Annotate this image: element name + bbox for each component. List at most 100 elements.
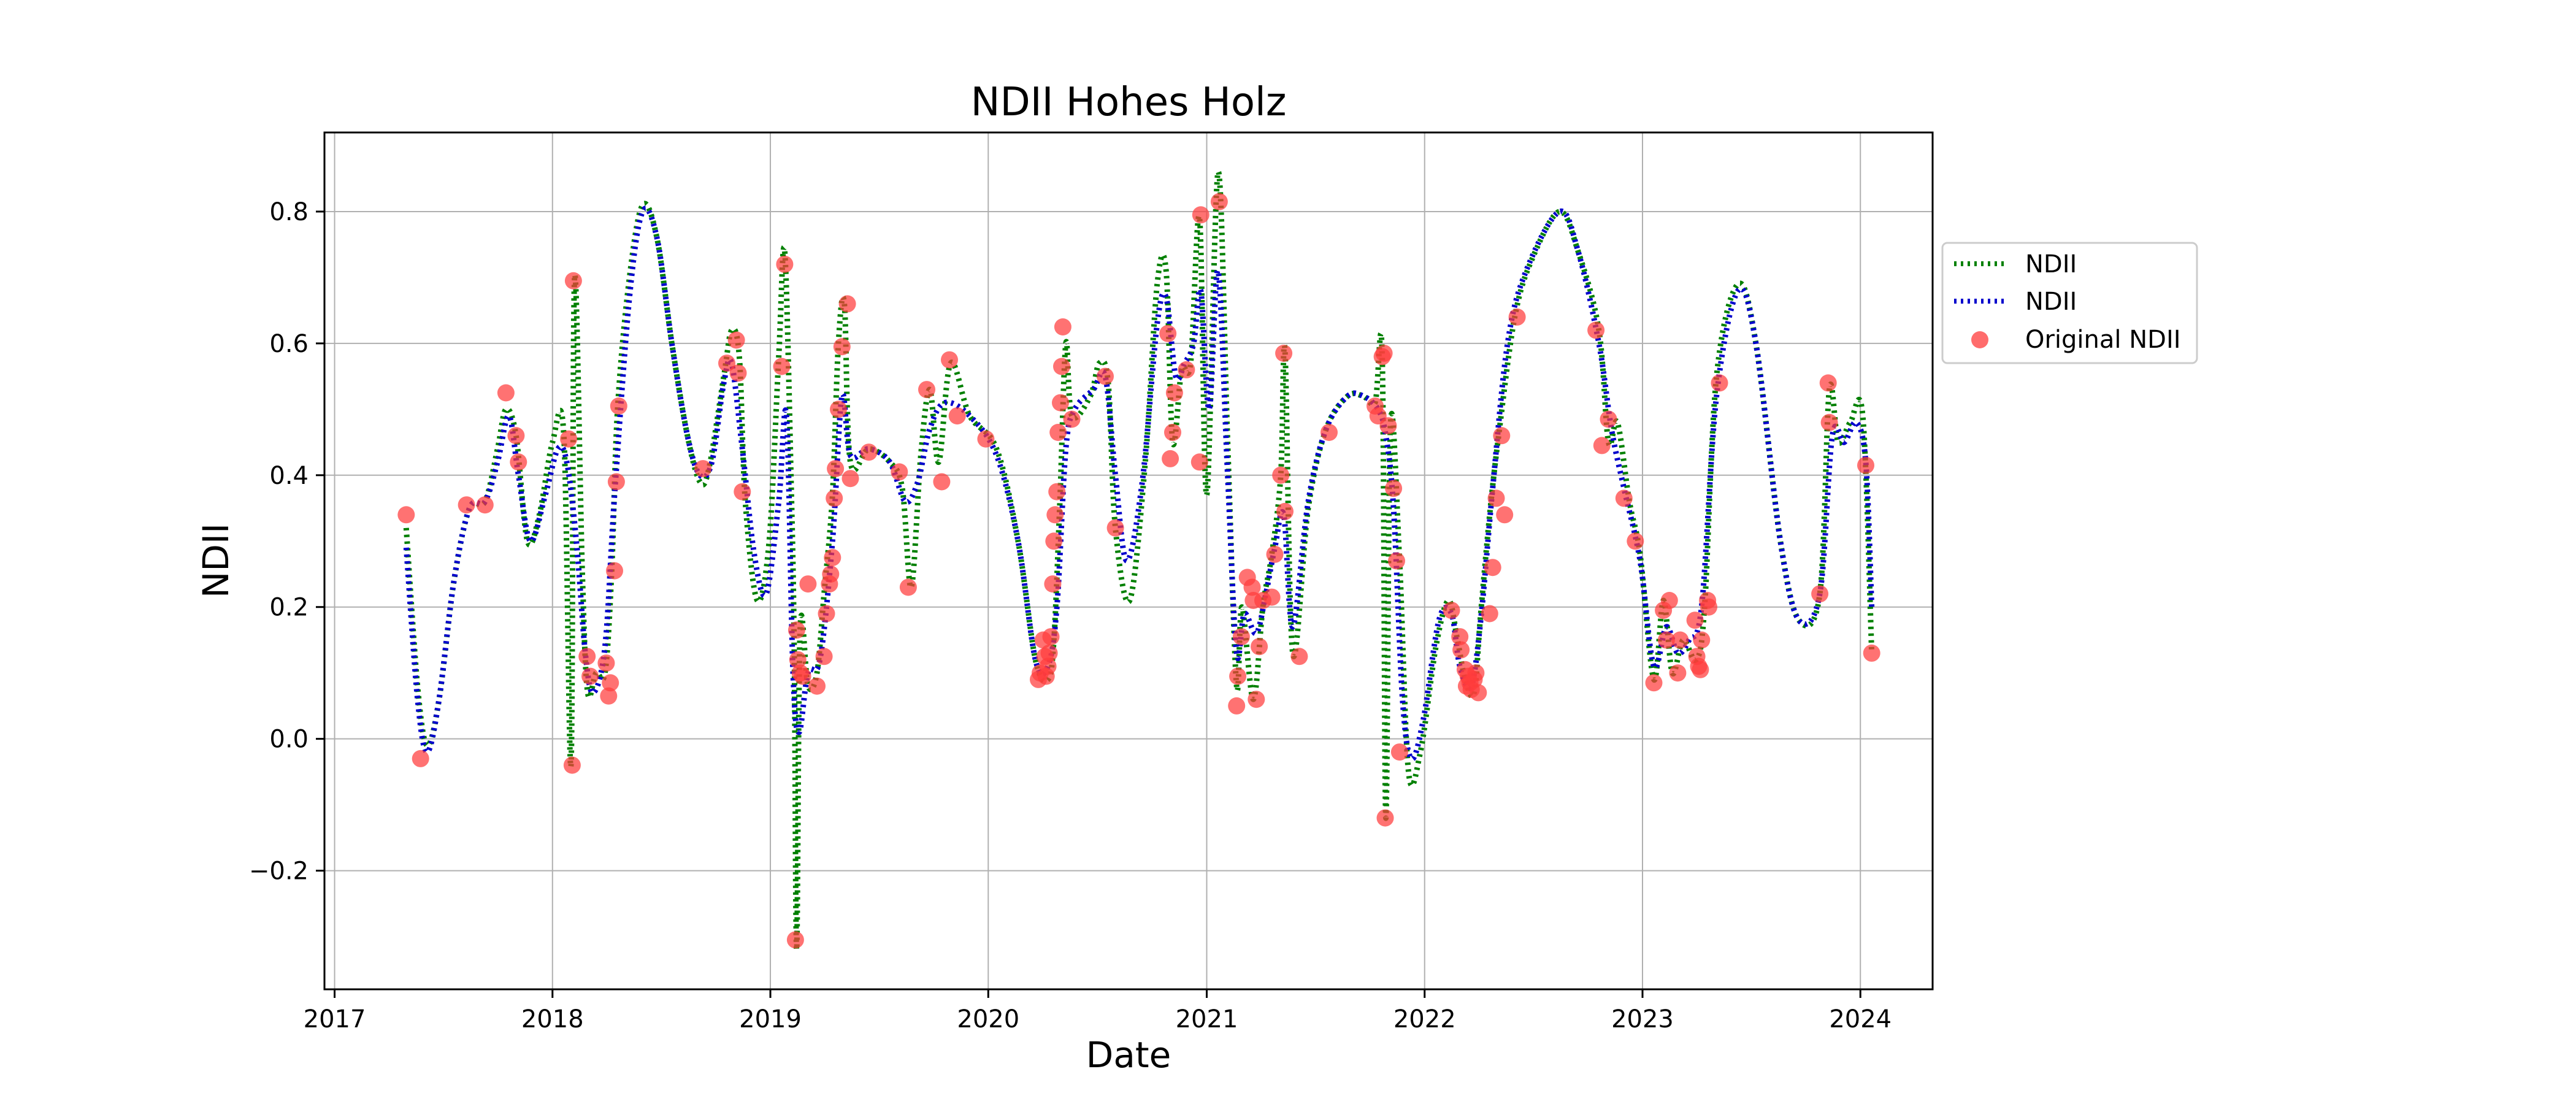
original-ndii-point xyxy=(718,355,735,372)
original-ndii-point xyxy=(948,407,966,425)
x-axis-label: Date xyxy=(1086,1034,1171,1076)
original-ndii-point xyxy=(1321,424,1338,441)
original-ndii-point xyxy=(1097,367,1114,385)
legend: NDII NDII Original NDII xyxy=(1941,242,2198,364)
original-ndii-point xyxy=(1657,631,1675,649)
original-ndii-point xyxy=(510,453,527,471)
legend-frame xyxy=(1941,242,2198,364)
original-ndii-point xyxy=(1052,394,1069,412)
original-ndii-point xyxy=(918,381,935,399)
original-ndii-point xyxy=(788,621,805,639)
original-ndii-point xyxy=(1493,427,1511,445)
chart-title: NDII Hohes Holz xyxy=(971,80,1287,125)
y-axis-label: NDII xyxy=(195,523,237,598)
original-ndii-point xyxy=(1615,489,1633,507)
x-tick-label: 2021 xyxy=(1176,1005,1238,1033)
original-ndii-point xyxy=(1692,661,1709,678)
original-ndii-point xyxy=(977,430,995,448)
original-ndii-point xyxy=(1042,628,1060,646)
original-ndii-point xyxy=(1106,519,1124,537)
y-tick-label: 0.4 xyxy=(269,462,309,490)
original-ndii-point xyxy=(1276,502,1294,520)
original-ndii-point xyxy=(1470,684,1487,702)
original-ndii-point xyxy=(818,605,835,623)
original-ndii-point xyxy=(1671,631,1689,649)
original-ndii-point xyxy=(1693,631,1711,649)
original-ndii-point xyxy=(1660,592,1678,609)
original-ndii-point xyxy=(560,430,578,448)
x-tick-label: 2019 xyxy=(739,1005,802,1033)
original-ndii-point xyxy=(1251,638,1268,656)
original-ndii-point xyxy=(794,667,811,685)
original-ndii-point xyxy=(891,463,908,481)
original-ndii-point xyxy=(1063,410,1081,428)
original-ndii-point xyxy=(610,397,627,415)
x-tick-label: 2024 xyxy=(1829,1005,1892,1033)
x-tick-label: 2023 xyxy=(1611,1005,1674,1033)
original-ndii-point xyxy=(476,496,494,514)
original-ndii-point xyxy=(1040,644,1058,662)
x-tick-label: 2022 xyxy=(1393,1005,1456,1033)
original-ndii-point xyxy=(497,384,515,402)
original-ndii-point xyxy=(1162,450,1179,467)
y-tick-label: 0.8 xyxy=(269,198,309,226)
original-ndii-point xyxy=(1443,602,1460,619)
original-ndii-point xyxy=(833,338,851,356)
x-axis-ticks: 2017 2018 2019 2020 2021 2022 2023 2024 xyxy=(304,989,1892,1033)
original-ndii-point xyxy=(824,549,841,567)
original-ndii-point xyxy=(1210,193,1228,210)
original-ndii-point xyxy=(786,931,804,949)
original-ndii-point xyxy=(1627,532,1644,550)
original-ndii-point xyxy=(1248,691,1265,708)
original-ndii-point xyxy=(826,489,843,507)
original-ndii-point xyxy=(1379,417,1397,435)
original-ndii-point xyxy=(773,358,791,375)
original-ndii-point xyxy=(827,460,845,478)
original-ndii-point xyxy=(727,331,745,349)
original-ndii-point xyxy=(578,648,596,665)
original-ndii-point xyxy=(1266,545,1284,563)
original-ndii-point xyxy=(941,351,958,369)
original-ndii-point xyxy=(830,401,847,418)
original-ndii-point xyxy=(694,460,712,478)
y-tick-label: 0.0 xyxy=(269,726,309,754)
original-ndii-point xyxy=(1390,743,1408,761)
original-ndii-point xyxy=(1048,483,1066,500)
original-ndii-point xyxy=(899,578,917,596)
original-ndii-point xyxy=(1452,641,1470,659)
original-ndii-point xyxy=(1290,648,1308,665)
original-ndii-point xyxy=(1508,308,1526,326)
original-ndii-point xyxy=(1045,532,1063,550)
legend-label-ndii-1: NDII xyxy=(2025,250,2077,278)
original-ndii-point xyxy=(412,749,429,767)
original-ndii-point xyxy=(1375,345,1393,362)
original-ndii-point xyxy=(1487,489,1505,507)
original-ndii-point xyxy=(1228,697,1246,715)
axes-frame xyxy=(323,131,1934,991)
series-line-1 xyxy=(403,169,1875,953)
x-tick-label: 2018 xyxy=(521,1005,584,1033)
original-ndii-point xyxy=(860,443,878,461)
original-ndii-point xyxy=(606,562,623,580)
original-ndii-point xyxy=(1669,664,1687,682)
original-ndii-point xyxy=(563,756,581,774)
original-ndii-point xyxy=(1451,628,1469,646)
x-tick-label: 2017 xyxy=(304,1005,366,1033)
original-ndii-point xyxy=(776,255,794,273)
original-ndii-point xyxy=(607,473,625,491)
original-ndii-point xyxy=(1054,318,1071,335)
original-ndii-point xyxy=(1044,575,1062,593)
original-ndii-point xyxy=(600,687,618,705)
y-tick-label: 0.2 xyxy=(269,594,309,622)
original-ndii-point xyxy=(1272,466,1290,484)
original-ndii-point xyxy=(1159,324,1177,342)
y-axis-ticks: −0.2 0.0 0.2 0.4 0.6 0.8 xyxy=(249,198,324,886)
original-ndii-point xyxy=(458,496,475,514)
original-ndii-point xyxy=(1645,674,1663,692)
original-ndii-point xyxy=(822,565,840,583)
original-ndii-point xyxy=(1165,384,1183,402)
original-ndii-point xyxy=(838,295,856,313)
original-ndii-point xyxy=(1232,628,1250,646)
original-ndii-point xyxy=(1711,374,1728,392)
